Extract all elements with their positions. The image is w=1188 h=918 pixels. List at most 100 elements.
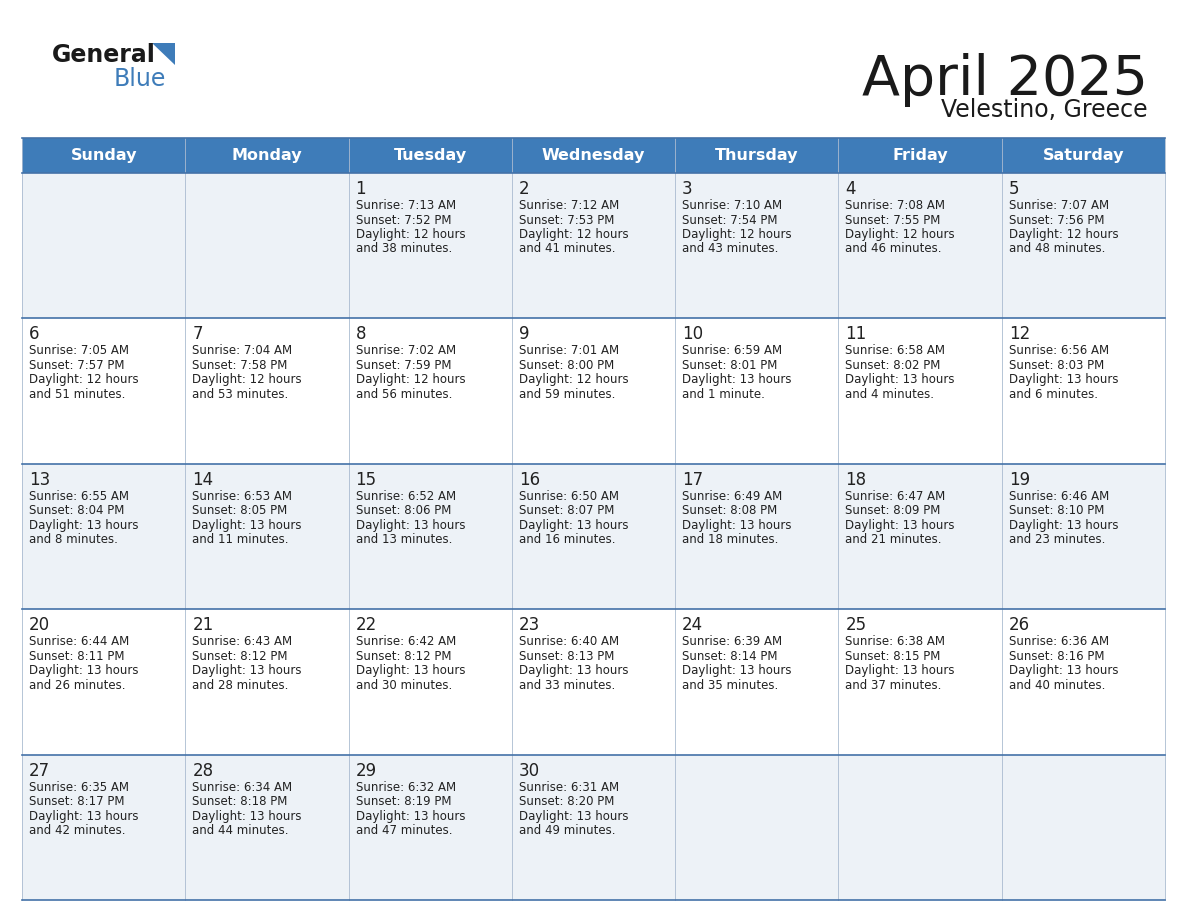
Text: Daylight: 13 hours: Daylight: 13 hours [682,665,791,677]
Text: 28: 28 [192,762,214,779]
Text: 26: 26 [1009,616,1030,634]
Text: Sunrise: 6:53 AM: Sunrise: 6:53 AM [192,490,292,503]
Text: Sunset: 8:19 PM: Sunset: 8:19 PM [355,795,451,808]
Text: 19: 19 [1009,471,1030,488]
Text: and 8 minutes.: and 8 minutes. [29,533,118,546]
Text: Sunset: 8:20 PM: Sunset: 8:20 PM [519,795,614,808]
Text: Sunset: 8:10 PM: Sunset: 8:10 PM [1009,504,1104,518]
Text: 17: 17 [682,471,703,488]
Text: Blue: Blue [114,67,166,91]
Text: Sunrise: 6:46 AM: Sunrise: 6:46 AM [1009,490,1108,503]
Text: Daylight: 12 hours: Daylight: 12 hours [355,374,466,386]
Text: Daylight: 13 hours: Daylight: 13 hours [355,810,465,823]
Text: and 13 minutes.: and 13 minutes. [355,533,451,546]
Text: Sunrise: 7:12 AM: Sunrise: 7:12 AM [519,199,619,212]
Text: Daylight: 13 hours: Daylight: 13 hours [846,665,955,677]
Text: and 48 minutes.: and 48 minutes. [1009,242,1105,255]
Text: Sunset: 8:06 PM: Sunset: 8:06 PM [355,504,451,518]
Text: Friday: Friday [892,148,948,163]
Text: 27: 27 [29,762,50,779]
Text: Daylight: 12 hours: Daylight: 12 hours [519,228,628,241]
Text: Sunrise: 6:32 AM: Sunrise: 6:32 AM [355,780,456,793]
Text: Daylight: 13 hours: Daylight: 13 hours [192,519,302,532]
Bar [23,173,1165,319]
Text: Sunrise: 6:59 AM: Sunrise: 6:59 AM [682,344,782,357]
Text: 30: 30 [519,762,541,779]
Text: Sunset: 8:07 PM: Sunset: 8:07 PM [519,504,614,518]
Text: 24: 24 [682,616,703,634]
Text: Daylight: 12 hours: Daylight: 12 hours [355,228,466,241]
Text: Velestino, Greece: Velestino, Greece [941,98,1148,122]
Text: Sunrise: 6:47 AM: Sunrise: 6:47 AM [846,490,946,503]
Text: 18: 18 [846,471,866,488]
Bar [23,610,1165,755]
Text: Daylight: 12 hours: Daylight: 12 hours [192,374,302,386]
Text: 16: 16 [519,471,541,488]
Text: 23: 23 [519,616,541,634]
Text: 11: 11 [846,325,867,343]
Text: 8: 8 [355,325,366,343]
Text: Sunrise: 6:36 AM: Sunrise: 6:36 AM [1009,635,1108,648]
Text: Sunrise: 6:49 AM: Sunrise: 6:49 AM [682,490,783,503]
Text: Daylight: 13 hours: Daylight: 13 hours [519,665,628,677]
Text: Daylight: 13 hours: Daylight: 13 hours [355,665,465,677]
Text: Sunset: 7:54 PM: Sunset: 7:54 PM [682,214,778,227]
Text: 1: 1 [355,180,366,198]
Text: Sunrise: 7:07 AM: Sunrise: 7:07 AM [1009,199,1108,212]
Text: Sunrise: 6:52 AM: Sunrise: 6:52 AM [355,490,456,503]
Text: Sunday: Sunday [70,148,137,163]
Text: Sunset: 8:11 PM: Sunset: 8:11 PM [29,650,125,663]
Text: Sunset: 8:13 PM: Sunset: 8:13 PM [519,650,614,663]
Text: 5: 5 [1009,180,1019,198]
Text: and 28 minutes.: and 28 minutes. [192,678,289,691]
Text: Sunset: 8:05 PM: Sunset: 8:05 PM [192,504,287,518]
Text: Sunset: 8:02 PM: Sunset: 8:02 PM [846,359,941,372]
Text: Sunrise: 6:38 AM: Sunrise: 6:38 AM [846,635,946,648]
Text: and 18 minutes.: and 18 minutes. [682,533,778,546]
Text: Sunset: 8:03 PM: Sunset: 8:03 PM [1009,359,1104,372]
Text: Sunrise: 6:58 AM: Sunrise: 6:58 AM [846,344,946,357]
Text: April 2025: April 2025 [862,53,1148,107]
Text: and 33 minutes.: and 33 minutes. [519,678,615,691]
Text: Sunset: 8:12 PM: Sunset: 8:12 PM [355,650,451,663]
Text: Sunrise: 7:10 AM: Sunrise: 7:10 AM [682,199,782,212]
Text: Daylight: 12 hours: Daylight: 12 hours [1009,228,1118,241]
Text: Sunrise: 7:02 AM: Sunrise: 7:02 AM [355,344,456,357]
Text: Sunrise: 6:43 AM: Sunrise: 6:43 AM [192,635,292,648]
Text: and 35 minutes.: and 35 minutes. [682,678,778,691]
Text: Sunset: 8:04 PM: Sunset: 8:04 PM [29,504,125,518]
Text: Daylight: 12 hours: Daylight: 12 hours [682,228,791,241]
Text: Sunrise: 6:44 AM: Sunrise: 6:44 AM [29,635,129,648]
Bar [23,755,1165,900]
Text: Sunset: 8:09 PM: Sunset: 8:09 PM [846,504,941,518]
Text: Daylight: 13 hours: Daylight: 13 hours [1009,374,1118,386]
Text: 6: 6 [29,325,39,343]
Text: and 23 minutes.: and 23 minutes. [1009,533,1105,546]
Text: and 47 minutes.: and 47 minutes. [355,824,453,837]
Text: Sunset: 7:58 PM: Sunset: 7:58 PM [192,359,287,372]
Text: Sunset: 7:59 PM: Sunset: 7:59 PM [355,359,451,372]
Text: 3: 3 [682,180,693,198]
Text: Sunrise: 6:55 AM: Sunrise: 6:55 AM [29,490,129,503]
Text: 14: 14 [192,471,214,488]
Text: 7: 7 [192,325,203,343]
Text: Daylight: 12 hours: Daylight: 12 hours [519,374,628,386]
Text: and 4 minutes.: and 4 minutes. [846,388,935,401]
Text: Sunset: 8:16 PM: Sunset: 8:16 PM [1009,650,1104,663]
Text: 4: 4 [846,180,855,198]
Text: and 40 minutes.: and 40 minutes. [1009,678,1105,691]
Text: Daylight: 13 hours: Daylight: 13 hours [29,810,139,823]
Text: Sunset: 8:14 PM: Sunset: 8:14 PM [682,650,778,663]
Text: Daylight: 13 hours: Daylight: 13 hours [682,374,791,386]
Text: Thursday: Thursday [715,148,798,163]
Text: Sunset: 8:18 PM: Sunset: 8:18 PM [192,795,287,808]
Text: Daylight: 12 hours: Daylight: 12 hours [29,374,139,386]
Text: Daylight: 13 hours: Daylight: 13 hours [1009,519,1118,532]
Text: Sunset: 8:00 PM: Sunset: 8:00 PM [519,359,614,372]
Text: Sunset: 8:01 PM: Sunset: 8:01 PM [682,359,777,372]
Text: Wednesday: Wednesday [542,148,645,163]
Text: Sunrise: 6:34 AM: Sunrise: 6:34 AM [192,780,292,793]
Text: Sunrise: 6:35 AM: Sunrise: 6:35 AM [29,780,129,793]
Text: 15: 15 [355,471,377,488]
Text: and 11 minutes.: and 11 minutes. [192,533,289,546]
